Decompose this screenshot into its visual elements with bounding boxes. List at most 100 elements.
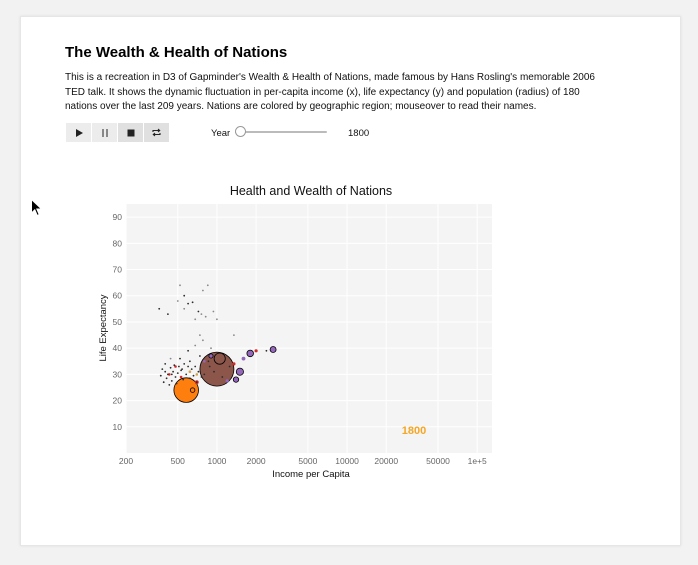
- data-point-sub-saharan-africa[interactable]: [164, 370, 167, 373]
- data-point-sub-saharan-africa[interactable]: [185, 373, 188, 376]
- data-point-americas[interactable]: [254, 349, 258, 353]
- year-label: Year: [211, 128, 231, 139]
- data-point-small-nations[interactable]: [233, 334, 235, 336]
- data-point-americas[interactable]: [168, 373, 171, 376]
- data-point-sub-saharan-africa[interactable]: [181, 368, 184, 370]
- data-point-americas[interactable]: [232, 362, 236, 366]
- data-point-sub-saharan-africa[interactable]: [179, 357, 181, 360]
- data-point-sub-saharan-africa[interactable]: [169, 366, 172, 369]
- data-point-south-asia[interactable]: [189, 387, 196, 393]
- data-point-sub-saharan-africa[interactable]: [183, 363, 186, 365]
- x-tick-label: 10000: [335, 456, 359, 466]
- data-point-sub-saharan-africa[interactable]: [197, 310, 200, 313]
- data-point-middle-east[interactable]: [188, 370, 192, 374]
- data-point-europe[interactable]: [241, 356, 246, 361]
- data-point-sub-saharan-africa[interactable]: [203, 373, 206, 376]
- pause-icon: [101, 128, 108, 137]
- data-point-sub-saharan-africa[interactable]: [178, 365, 180, 368]
- y-tick-label: 20: [113, 396, 123, 406]
- data-point-small-nations[interactable]: [179, 284, 181, 287]
- data-point-south-asia[interactable]: [173, 377, 199, 403]
- stop-button[interactable]: [118, 123, 143, 142]
- data-point-sub-saharan-africa[interactable]: [165, 377, 168, 380]
- data-point-small-nations[interactable]: [216, 318, 218, 321]
- data-point-sub-saharan-africa[interactable]: [187, 349, 190, 352]
- data-point-sub-saharan-africa[interactable]: [170, 380, 173, 382]
- data-point-sub-saharan-africa[interactable]: [168, 384, 171, 386]
- data-point-small-nations[interactable]: [194, 318, 197, 321]
- data-point-sub-saharan-africa[interactable]: [164, 363, 167, 365]
- data-point-europe[interactable]: [235, 367, 244, 376]
- data-point-sub-saharan-africa[interactable]: [187, 302, 190, 305]
- data-point-sub-saharan-africa[interactable]: [182, 378, 185, 381]
- data-point-sub-saharan-africa[interactable]: [183, 294, 186, 297]
- data-point-europe[interactable]: [269, 346, 277, 353]
- pause-button[interactable]: [92, 123, 117, 142]
- data-point-small-nations[interactable]: [199, 334, 201, 336]
- chart-title: Health and Wealth of Nations: [230, 184, 392, 198]
- y-tick-label: 10: [113, 422, 123, 432]
- data-point-sub-saharan-africa[interactable]: [180, 369, 183, 372]
- data-point-americas[interactable]: [179, 375, 183, 379]
- data-point-east-asia[interactable]: [213, 352, 226, 365]
- year-value: 1800: [348, 128, 370, 139]
- slider-thumb[interactable]: [235, 126, 246, 137]
- data-point-sub-saharan-africa[interactable]: [213, 370, 215, 373]
- data-point-small-nations[interactable]: [202, 339, 204, 342]
- data-point-europe[interactable]: [208, 353, 214, 359]
- data-point-sub-saharan-africa[interactable]: [158, 307, 161, 310]
- data-point-small-nations[interactable]: [210, 347, 212, 350]
- data-point-sub-saharan-africa[interactable]: [161, 368, 164, 370]
- data-point-sub-saharan-africa[interactable]: [189, 360, 191, 363]
- data-point-sub-saharan-africa[interactable]: [189, 377, 191, 380]
- data-point-sub-saharan-africa[interactable]: [176, 372, 179, 374]
- data-point-sub-saharan-africa[interactable]: [199, 355, 201, 357]
- data-point-europe[interactable]: [203, 360, 206, 363]
- play-button[interactable]: [66, 123, 91, 142]
- data-point-sub-saharan-africa[interactable]: [207, 360, 210, 363]
- data-point-sub-saharan-africa[interactable]: [197, 370, 200, 373]
- data-point-sub-saharan-africa[interactable]: [195, 381, 198, 384]
- data-point-sub-saharan-africa[interactable]: [159, 374, 162, 377]
- data-point-small-nations[interactable]: [183, 307, 186, 310]
- data-point-europe[interactable]: [246, 349, 254, 358]
- data-point-sub-saharan-africa[interactable]: [200, 376, 203, 378]
- playback-controls: [66, 123, 170, 142]
- data-point-small-nations[interactable]: [212, 310, 215, 313]
- data-point-small-nations[interactable]: [204, 315, 207, 318]
- data-point-sub-saharan-africa[interactable]: [265, 349, 268, 352]
- data-point-middle-east[interactable]: [195, 373, 199, 376]
- data-point-small-nations[interactable]: [194, 344, 197, 347]
- data-point-europe[interactable]: [232, 376, 240, 383]
- x-tick-label: 20000: [374, 456, 398, 466]
- data-point-sub-saharan-africa[interactable]: [194, 365, 197, 368]
- x-tick-label: 2000: [247, 456, 266, 466]
- y-tick-label: 30: [113, 369, 123, 379]
- data-point-sub-saharan-africa[interactable]: [167, 373, 169, 376]
- data-point-sub-saharan-africa[interactable]: [191, 301, 194, 304]
- y-axis-label: Life Expectancy: [98, 294, 109, 361]
- data-point-europe[interactable]: [225, 379, 229, 383]
- data-point-sub-saharan-africa[interactable]: [187, 365, 190, 368]
- data-point-small-nations[interactable]: [202, 289, 204, 292]
- data-point-sub-saharan-africa[interactable]: [208, 365, 211, 368]
- y-axis-ticks: 10 20 30 40 50 60 70 80 90: [113, 212, 123, 432]
- data-point-sub-saharan-africa[interactable]: [175, 382, 178, 385]
- data-point-sub-saharan-africa[interactable]: [174, 376, 177, 378]
- data-point-sub-saharan-africa[interactable]: [167, 313, 169, 315]
- data-point-small-nations[interactable]: [169, 357, 172, 360]
- data-point-sub-saharan-africa[interactable]: [192, 374, 195, 377]
- data-point-sub-saharan-africa[interactable]: [173, 364, 176, 367]
- data-point-small-nations[interactable]: [176, 300, 179, 302]
- loop-button[interactable]: [144, 123, 169, 142]
- data-point-sub-saharan-africa[interactable]: [170, 373, 173, 376]
- year-slider[interactable]: [235, 126, 327, 138]
- data-point-sub-saharan-africa[interactable]: [162, 381, 165, 384]
- data-point-sub-saharan-africa[interactable]: [172, 370, 175, 373]
- data-point-sub-saharan-africa[interactable]: [228, 365, 231, 368]
- data-point-sub-saharan-africa[interactable]: [221, 376, 224, 378]
- data-point-sub-saharan-africa[interactable]: [190, 368, 193, 370]
- data-point-small-nations[interactable]: [200, 313, 203, 315]
- data-point-small-nations[interactable]: [206, 284, 209, 287]
